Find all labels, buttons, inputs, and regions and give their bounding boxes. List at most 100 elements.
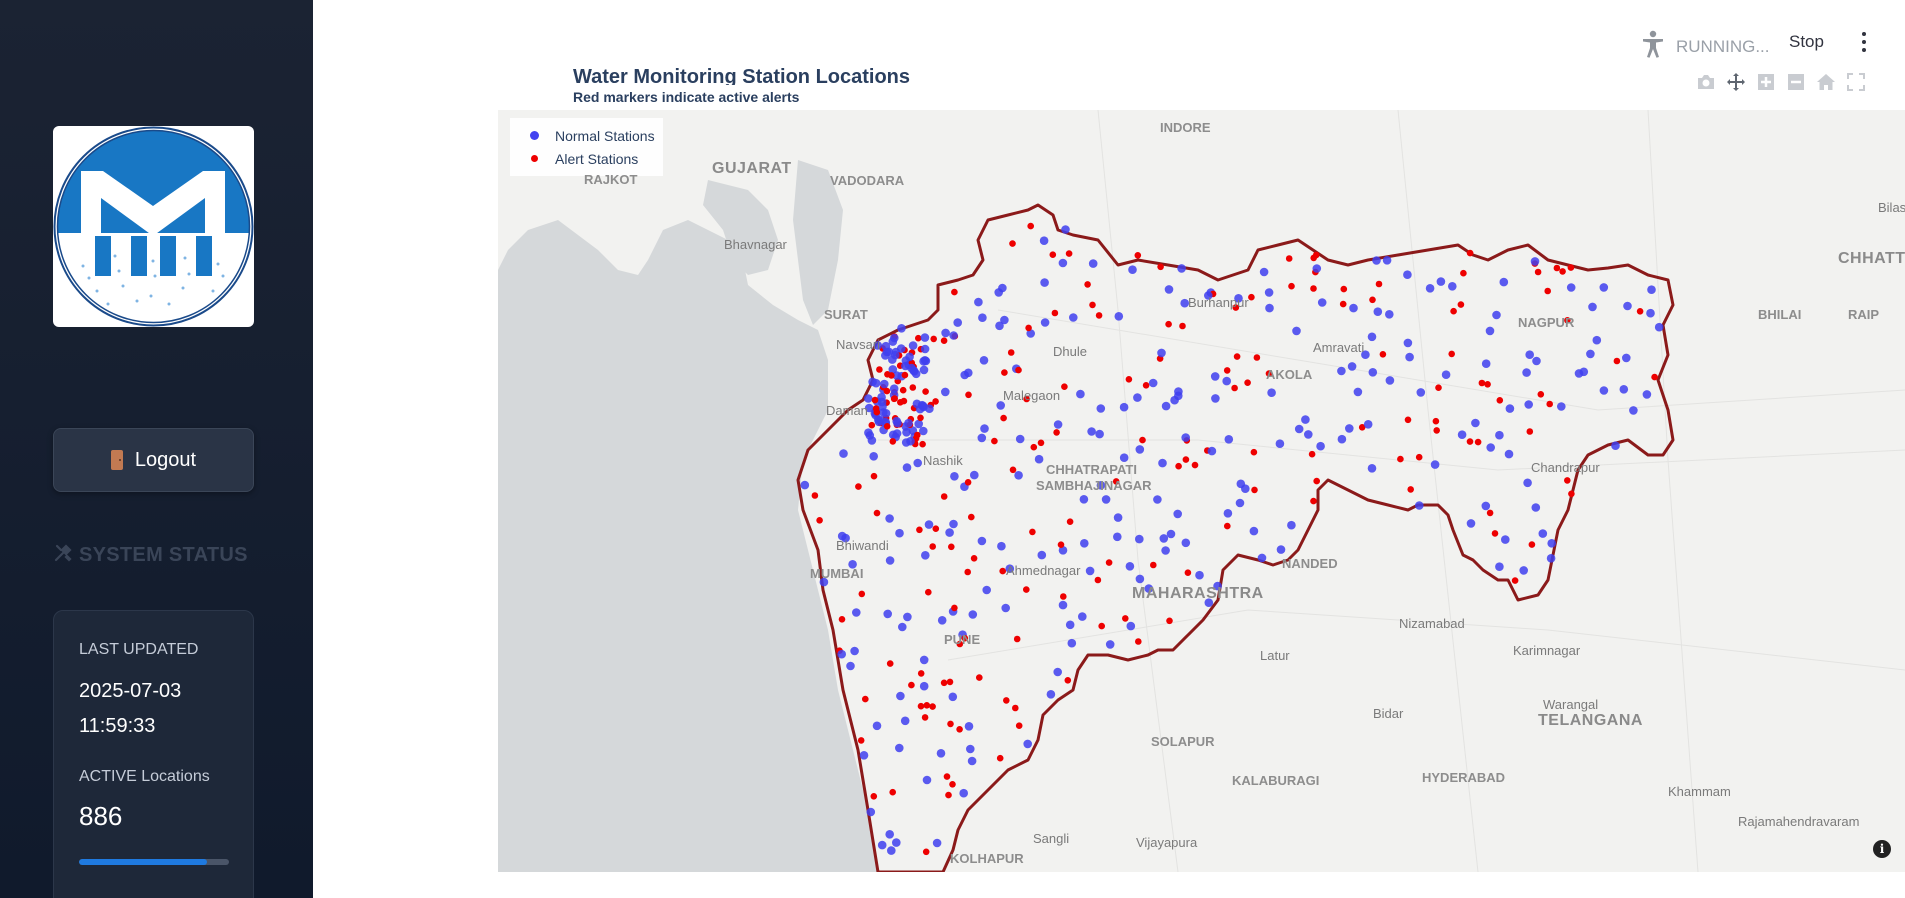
- alert-station-marker[interactable]: [889, 788, 896, 796]
- alert-station-marker[interactable]: [1125, 376, 1133, 383]
- alert-station-marker[interactable]: [1546, 400, 1553, 408]
- alert-station-marker[interactable]: [1084, 281, 1091, 288]
- normal-station-marker[interactable]: [864, 428, 873, 438]
- alert-station-marker[interactable]: [857, 737, 865, 744]
- normal-station-marker[interactable]: [1181, 433, 1190, 442]
- alert-station-marker[interactable]: [1553, 264, 1561, 272]
- normal-station-marker[interactable]: [1195, 570, 1204, 580]
- alert-station-marker[interactable]: [1094, 576, 1102, 584]
- alert-station-marker[interactable]: [1415, 453, 1423, 461]
- normal-station-marker[interactable]: [885, 556, 895, 565]
- alert-station-marker[interactable]: [964, 479, 972, 486]
- alert-station-marker[interactable]: [1310, 254, 1317, 262]
- normal-station-marker[interactable]: [1294, 424, 1304, 434]
- normal-station-marker[interactable]: [903, 612, 912, 622]
- normal-station-marker[interactable]: [902, 428, 911, 437]
- normal-station-marker[interactable]: [977, 536, 987, 546]
- alert-station-marker[interactable]: [1089, 301, 1096, 309]
- normal-station-marker[interactable]: [898, 622, 907, 632]
- normal-station-marker[interactable]: [1210, 372, 1220, 381]
- alert-station-marker[interactable]: [1053, 429, 1060, 436]
- normal-station-marker[interactable]: [1161, 401, 1171, 411]
- map-plot[interactable]: Normal Stations Alert Stations INDORE GU…: [498, 110, 1905, 872]
- normal-station-marker[interactable]: [919, 655, 929, 665]
- alert-station-marker[interactable]: [876, 366, 883, 373]
- normal-station-marker[interactable]: [859, 751, 869, 760]
- alert-station-marker[interactable]: [1023, 586, 1030, 593]
- normal-station-marker[interactable]: [945, 528, 954, 537]
- normal-station-marker[interactable]: [964, 722, 974, 731]
- normal-station-marker[interactable]: [909, 366, 918, 375]
- alert-station-marker[interactable]: [943, 773, 951, 780]
- normal-station-marker[interactable]: [920, 356, 930, 365]
- alert-station-marker[interactable]: [964, 568, 971, 576]
- alert-station-marker[interactable]: [889, 438, 897, 445]
- normal-station-marker[interactable]: [908, 341, 918, 350]
- normal-station-marker[interactable]: [864, 403, 874, 413]
- normal-station-marker[interactable]: [941, 387, 950, 397]
- alert-station-marker[interactable]: [870, 793, 878, 800]
- alert-station-marker[interactable]: [1526, 428, 1534, 435]
- normal-station-marker[interactable]: [1531, 503, 1541, 512]
- normal-station-marker[interactable]: [888, 337, 898, 346]
- normal-station-marker[interactable]: [917, 400, 927, 410]
- normal-station-marker[interactable]: [897, 324, 906, 333]
- normal-station-marker[interactable]: [1058, 600, 1068, 610]
- alert-station-marker[interactable]: [932, 525, 940, 532]
- alert-station-marker[interactable]: [909, 384, 917, 391]
- normal-station-marker[interactable]: [869, 452, 878, 461]
- normal-station-marker[interactable]: [1501, 535, 1510, 544]
- alert-station-marker[interactable]: [1105, 559, 1113, 566]
- normal-station-marker[interactable]: [1642, 390, 1652, 399]
- alert-station-marker[interactable]: [1184, 569, 1192, 576]
- normal-station-marker[interactable]: [1654, 322, 1664, 332]
- alert-station-marker[interactable]: [1013, 635, 1021, 643]
- normal-station-marker[interactable]: [1519, 566, 1528, 575]
- normal-station-marker[interactable]: [1546, 554, 1556, 563]
- alert-station-marker[interactable]: [1339, 300, 1347, 308]
- normal-station-marker[interactable]: [1153, 495, 1162, 504]
- normal-station-marker[interactable]: [881, 341, 891, 351]
- fullscreen-icon[interactable]: [1846, 72, 1866, 92]
- normal-station-marker[interactable]: [1623, 301, 1632, 311]
- normal-station-marker[interactable]: [1096, 404, 1106, 413]
- normal-station-marker[interactable]: [1337, 366, 1346, 376]
- normal-station-marker[interactable]: [1416, 388, 1426, 397]
- alert-station-marker[interactable]: [1636, 308, 1644, 315]
- normal-station-marker[interactable]: [1211, 394, 1220, 403]
- normal-station-marker[interactable]: [1105, 640, 1115, 649]
- normal-station-marker[interactable]: [904, 418, 913, 428]
- normal-station-marker[interactable]: [800, 480, 810, 490]
- alert-station-marker[interactable]: [917, 670, 925, 677]
- normal-station-marker[interactable]: [1481, 501, 1491, 511]
- alert-station-marker[interactable]: [940, 493, 948, 500]
- normal-station-marker[interactable]: [1125, 562, 1135, 571]
- normal-station-marker[interactable]: [1088, 259, 1098, 268]
- normal-station-marker[interactable]: [1257, 553, 1267, 563]
- alert-station-marker[interactable]: [1064, 677, 1072, 684]
- alert-station-marker[interactable]: [858, 590, 866, 598]
- normal-station-marker[interactable]: [901, 361, 910, 371]
- alert-station-marker[interactable]: [1567, 264, 1575, 271]
- alert-station-marker[interactable]: [1009, 240, 1016, 247]
- normal-station-marker[interactable]: [1372, 256, 1381, 265]
- normal-station-marker[interactable]: [1204, 598, 1214, 607]
- normal-station-marker[interactable]: [1177, 264, 1186, 273]
- alert-station-marker[interactable]: [1250, 448, 1258, 456]
- alert-station-marker[interactable]: [1358, 424, 1366, 431]
- alert-station-marker[interactable]: [940, 679, 948, 687]
- alert-station-marker[interactable]: [838, 616, 846, 623]
- normal-station-marker[interactable]: [978, 313, 987, 322]
- alert-station-marker[interactable]: [976, 674, 983, 681]
- alert-station-marker[interactable]: [1232, 304, 1240, 311]
- normal-station-marker[interactable]: [1040, 318, 1050, 327]
- normal-station-marker[interactable]: [1599, 386, 1609, 395]
- normal-station-marker[interactable]: [846, 661, 855, 671]
- normal-station-marker[interactable]: [1001, 603, 1010, 613]
- normal-station-marker[interactable]: [1249, 526, 1259, 536]
- normal-station-marker[interactable]: [1222, 376, 1231, 386]
- alert-station-marker[interactable]: [999, 567, 1006, 575]
- alert-station-marker[interactable]: [1224, 522, 1231, 530]
- normal-station-marker[interactable]: [885, 514, 894, 523]
- normal-station-marker[interactable]: [1547, 539, 1556, 548]
